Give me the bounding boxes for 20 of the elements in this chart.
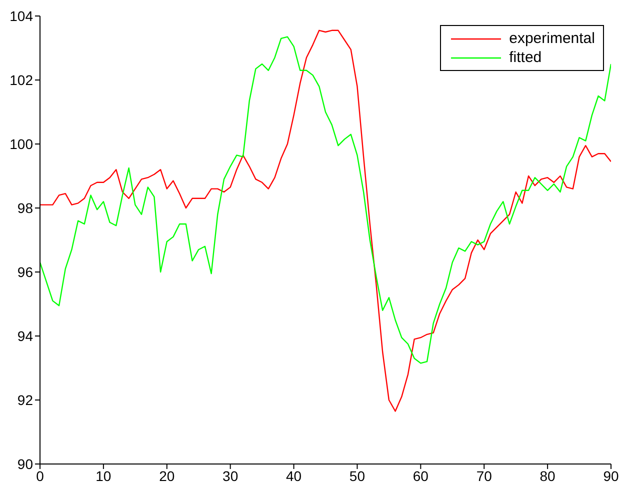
x-tick-label: 90	[603, 468, 619, 484]
x-tick-label: 10	[96, 468, 112, 484]
x-tick-label: 0	[36, 468, 44, 484]
y-tick-label: 100	[10, 136, 34, 152]
y-tick-label: 98	[17, 200, 34, 216]
y-tick-label: 102	[10, 72, 34, 88]
y-tick-label: 96	[17, 264, 34, 280]
x-tick-label: 60	[412, 468, 429, 484]
legend-label: experimental	[509, 29, 595, 48]
x-tick-label: 30	[222, 468, 238, 484]
x-tick-label: 50	[349, 468, 366, 484]
y-tick-label: 90	[17, 456, 34, 472]
legend-label: fitted	[509, 48, 542, 67]
x-tick-label: 40	[286, 468, 302, 484]
x-tick-label: 20	[159, 468, 175, 484]
x-tick-label: 80	[540, 468, 556, 484]
x-tick-label: 70	[476, 468, 492, 484]
y-tick-label: 92	[17, 392, 34, 408]
y-tick-label: 94	[17, 328, 34, 344]
y-tick-label: 104	[10, 8, 34, 24]
